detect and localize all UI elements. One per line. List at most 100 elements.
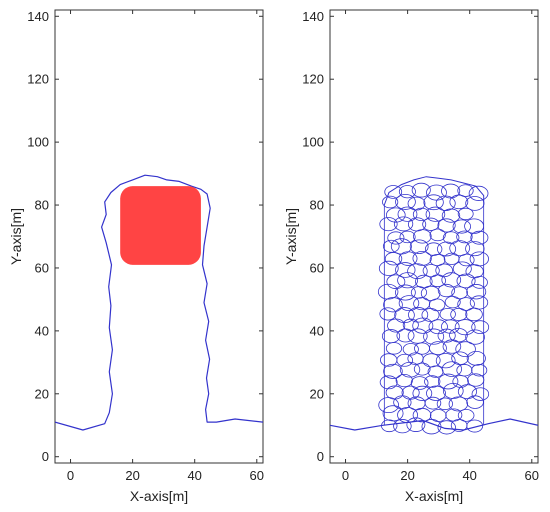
- y-tick-label: 80: [35, 198, 49, 213]
- particle-cell: [450, 307, 468, 322]
- particle-cell: [382, 195, 399, 209]
- particle-cell: [378, 260, 399, 277]
- y-tick-label: 40: [310, 323, 324, 338]
- particle-cell: [429, 409, 447, 422]
- particle-cell: [407, 328, 428, 344]
- particle-cell: [383, 363, 403, 379]
- chart-panel-1: 0 20 40 60 0 20 40 60 80 100 120 140 X-axis[m] Y-axis…: [8, 9, 264, 504]
- particle-cell: [429, 253, 446, 267]
- x-tick-label: 0: [342, 468, 349, 483]
- particle-cell: [456, 230, 473, 244]
- particle-cell: [398, 295, 420, 311]
- particle-cell: [381, 419, 398, 433]
- particle-cell: [465, 264, 484, 279]
- y-tick-label: 100: [302, 135, 324, 150]
- particle-cell: [451, 351, 469, 366]
- particle-cell: [436, 397, 454, 411]
- particle-cell: [396, 353, 414, 367]
- particle-cell: [401, 385, 420, 400]
- x-axis-label: X-axis[m]: [405, 488, 463, 504]
- particle-cell: [465, 329, 485, 345]
- particle-cell: [466, 350, 486, 366]
- y-tick-label: 120: [27, 72, 49, 87]
- particle-cell: [452, 219, 472, 234]
- particle-cell: [398, 185, 416, 199]
- particle-cell: [457, 384, 478, 400]
- particle-cell: [381, 329, 401, 344]
- particle-cell: [437, 283, 456, 298]
- particle-cell: [393, 419, 412, 434]
- y-tick-label: 20: [310, 386, 324, 401]
- particle-cell: [456, 364, 473, 377]
- x-tick-label: 0: [67, 468, 74, 483]
- particle-cell: [421, 419, 442, 435]
- particle-cell: [424, 396, 442, 410]
- particle-cell: [439, 307, 456, 321]
- particle-cell: [394, 307, 415, 323]
- particle-cell: [385, 385, 404, 400]
- particle-cell: [395, 373, 413, 388]
- particle-cell: [408, 307, 429, 323]
- particle-cell: [395, 262, 416, 278]
- particle-cell: [387, 231, 405, 245]
- particle-cell: [429, 341, 447, 355]
- particle-cell: [452, 261, 472, 277]
- particle-cell: [415, 274, 433, 289]
- y-tick-label: 140: [27, 9, 49, 24]
- particle-cell: [399, 230, 416, 244]
- particle-cell: [457, 408, 475, 422]
- particle-cell: [412, 207, 431, 222]
- particle-cell: [468, 185, 489, 201]
- plot-frame: [329, 9, 539, 464]
- particle-cell: [429, 228, 446, 242]
- particle-cell: [471, 387, 490, 401]
- chart-panel-2: 0 20 40 60 0 20 40 60 80 100 120 140 X-axis[m] Y-axis…: [283, 9, 539, 504]
- particle-cell: [409, 239, 429, 254]
- y-tick-label: 0: [317, 449, 324, 464]
- particle-cell: [466, 395, 484, 409]
- particle-cell: [395, 193, 416, 210]
- y-tick-label: 0: [42, 449, 49, 464]
- y-axis-label: Y-axis[m]: [8, 208, 24, 265]
- particle-cell: [444, 295, 461, 309]
- x-tick-label: 20: [400, 468, 414, 483]
- particle-cell: [387, 318, 406, 333]
- y-tick-label: 80: [310, 198, 324, 213]
- particle-cell: [379, 375, 398, 390]
- x-tick-label: 40: [462, 468, 476, 483]
- particle-cell: [437, 241, 457, 257]
- particle-cell: [407, 263, 428, 280]
- particle-cell: [449, 240, 471, 257]
- y-tick-label: 120: [302, 72, 324, 87]
- particle-cell: [466, 284, 487, 300]
- y-tick-label: 100: [27, 135, 49, 150]
- particle-cell: [466, 419, 484, 433]
- plot-frame: [54, 9, 264, 464]
- particle-cell: [437, 420, 456, 435]
- particle-cell: [402, 343, 419, 356]
- particle-cell: [451, 286, 468, 300]
- particle-cell: [427, 365, 444, 378]
- particle-cell: [382, 239, 400, 253]
- particle-cell: [425, 206, 446, 222]
- particle-cell: [426, 385, 446, 401]
- particle-cell: [378, 397, 399, 414]
- particle-cell: [379, 217, 398, 232]
- particle-cell: [442, 231, 460, 245]
- x-tick-label: 20: [125, 468, 139, 483]
- particle-cell: [465, 241, 485, 257]
- particle-cell: [423, 328, 445, 345]
- particle-cell: [412, 385, 433, 401]
- y-tick-label: 20: [35, 386, 49, 401]
- y-tick-label: 60: [310, 260, 324, 275]
- particle-cell: [441, 272, 462, 288]
- x-tick-label: 60: [250, 468, 264, 483]
- particle-cell: [407, 196, 426, 211]
- y-tick-label: 40: [35, 323, 49, 338]
- particle-cell: [457, 207, 474, 221]
- particle-cell: [469, 251, 489, 267]
- red-block: [120, 186, 201, 265]
- particle-cell: [424, 375, 441, 388]
- particle-cell: [402, 318, 419, 332]
- y-tick-label: 60: [35, 260, 49, 275]
